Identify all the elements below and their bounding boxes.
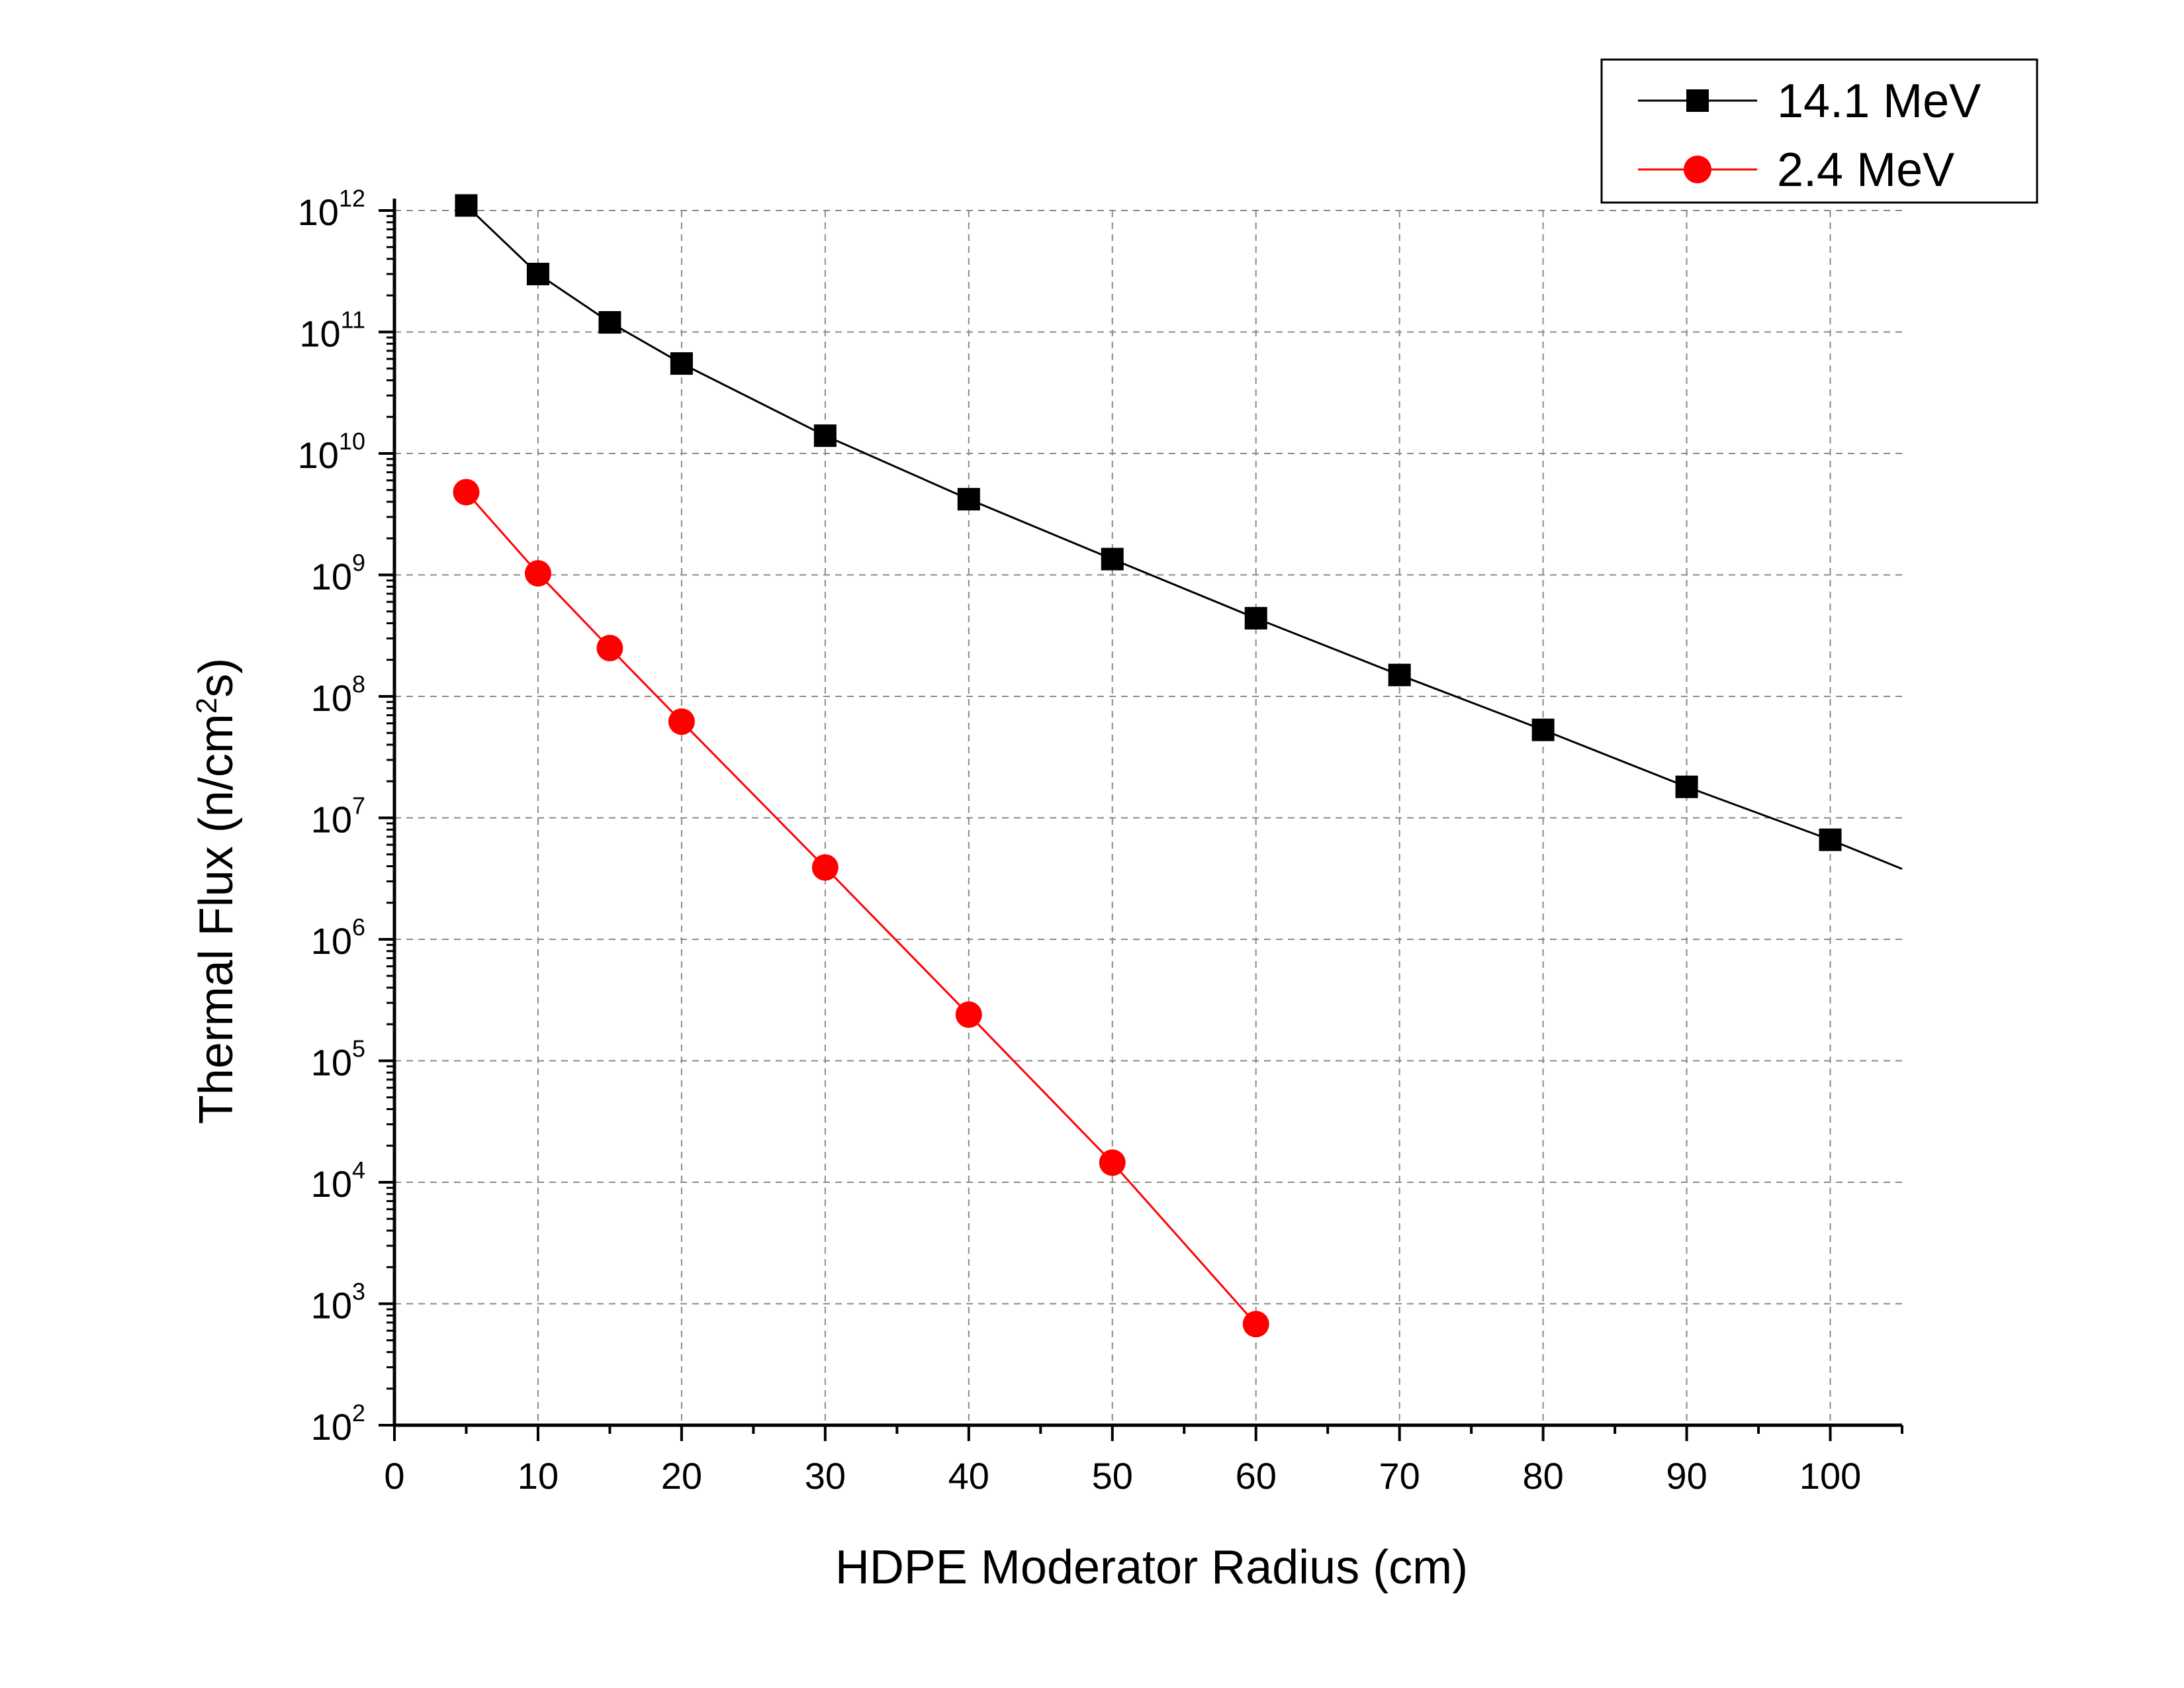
data-point-square: [1675, 775, 1698, 798]
y-tick-base: 10: [311, 1406, 352, 1448]
y-tick-exponent: 11: [341, 306, 365, 334]
y-tick-base: 10: [311, 677, 352, 719]
y-tick-label: 1010: [298, 428, 365, 476]
y-tick-exponent: 10: [339, 428, 365, 455]
data-point-square: [1388, 663, 1411, 686]
y-tick-exponent: 7: [352, 792, 365, 820]
y-tick-base: 10: [311, 556, 352, 598]
axes: [392, 199, 1902, 1427]
data-point-circle: [596, 634, 623, 661]
legend-label-0: 14.1 MeV: [1777, 75, 1981, 128]
y-axis-label-main: Thermal Flux (n/cm: [190, 714, 243, 1124]
y-tick-label: 1012: [298, 185, 365, 233]
y-tick-label: 108: [311, 671, 365, 719]
legend-item-0: 14.1 MeV: [1638, 75, 1981, 128]
y-tick-label: 103: [311, 1278, 365, 1327]
y-tick-label: 1011: [299, 306, 365, 355]
data-point-square: [526, 262, 549, 285]
y-tick-label: 104: [311, 1156, 365, 1205]
y-tick-base: 10: [311, 1285, 352, 1327]
x-axis-label: HDPE Moderator Radius (cm): [835, 1541, 1468, 1594]
y-tick-label: 106: [311, 914, 365, 962]
x-tick-label: 0: [384, 1455, 404, 1497]
y-tick-exponent: 3: [352, 1278, 365, 1305]
legend-marker-1: [1684, 156, 1711, 183]
data-point-square: [813, 424, 837, 447]
data-point-circle: [1099, 1149, 1126, 1176]
series-markers: [453, 194, 1842, 1338]
data-point-square: [1244, 606, 1267, 630]
x-tick-label: 10: [518, 1455, 559, 1497]
y-tick-base: 10: [298, 434, 339, 476]
y-axis-label-superscript: 2: [191, 698, 223, 714]
y-tick-base: 10: [311, 799, 352, 841]
y-tick-exponent: 12: [339, 185, 365, 212]
data-point-square: [1819, 828, 1842, 851]
data-point-circle: [955, 1001, 982, 1028]
x-tick-label: 90: [1666, 1455, 1707, 1497]
data-point-circle: [524, 560, 551, 587]
data-point-circle: [811, 854, 839, 881]
y-axis-label: Thermal Flux (n/cm2s): [190, 658, 243, 1125]
y-tick-exponent: 5: [352, 1035, 365, 1062]
legend: 14.1 MeV 2.4 MeV: [1600, 58, 2038, 204]
y-tick-exponent: 4: [352, 1156, 365, 1184]
y-tick-label: 102: [311, 1399, 365, 1448]
x-tick-label: 20: [661, 1455, 702, 1497]
data-point-square: [670, 352, 693, 375]
x-tick-label: 50: [1092, 1455, 1133, 1497]
y-axis-label-end: s): [190, 658, 243, 698]
y-tick-base: 10: [299, 313, 340, 355]
legend-marker-0: [1686, 89, 1709, 112]
y-tick-base: 10: [311, 1163, 352, 1205]
x-tick-label: 80: [1522, 1455, 1563, 1497]
x-tick-label: 100: [1799, 1455, 1861, 1497]
data-point-circle: [453, 479, 480, 506]
legend-box: [1600, 58, 2038, 204]
data-point-square: [455, 194, 478, 217]
data-point-square: [957, 488, 980, 511]
data-point-circle: [1242, 1311, 1269, 1338]
y-tick-label: 105: [311, 1035, 365, 1084]
y-tick-base: 10: [311, 920, 352, 962]
y-tick-exponent: 2: [352, 1399, 365, 1427]
legend-item-1: 2.4 MeV: [1638, 144, 1954, 197]
y-tick-label: 109: [311, 549, 365, 598]
x-tick-label: 40: [948, 1455, 989, 1497]
y-tick-label: 107: [311, 792, 365, 841]
legend-label-1: 2.4 MeV: [1777, 144, 1954, 197]
x-tick-label: 70: [1379, 1455, 1420, 1497]
data-point-square: [1101, 547, 1124, 571]
x-tick-label: 30: [805, 1455, 846, 1497]
y-tick-exponent: 9: [352, 549, 365, 577]
y-tick-base: 10: [311, 1042, 352, 1084]
data-point-square: [1531, 718, 1555, 741]
series-line-1: [465, 491, 1257, 1325]
data-point-circle: [668, 708, 695, 735]
data-point-square: [598, 310, 621, 334]
y-tick-base: 10: [298, 191, 339, 233]
grid-lines: [394, 210, 1902, 1425]
x-tick-label: 60: [1236, 1455, 1277, 1497]
y-tick-exponent: 8: [352, 671, 365, 698]
x-axis-ticks: 0 10 20 30 40 50 60 70 80 90 100: [384, 1425, 1903, 1497]
y-tick-exponent: 6: [352, 914, 365, 941]
